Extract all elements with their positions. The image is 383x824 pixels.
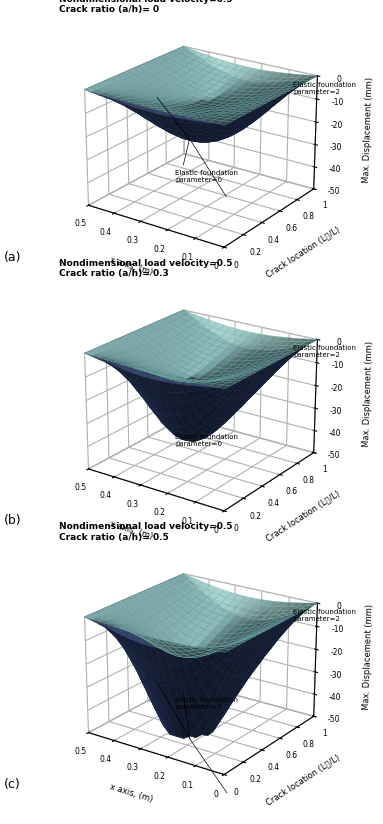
- Y-axis label: Crack location (Lᶀ/L): Crack location (Lᶀ/L): [264, 489, 342, 543]
- Y-axis label: Crack location (Lᶀ/L): Crack location (Lᶀ/L): [264, 752, 342, 807]
- X-axis label: x axis, (m): x axis, (m): [108, 519, 153, 541]
- Text: (a): (a): [4, 250, 21, 264]
- Y-axis label: Crack location (Lᶀ/L): Crack location (Lᶀ/L): [264, 225, 342, 279]
- X-axis label: x axis, (m): x axis, (m): [108, 783, 153, 804]
- Text: (c): (c): [4, 778, 21, 791]
- X-axis label: x axis, (m): x axis, (m): [108, 255, 153, 277]
- Text: (b): (b): [4, 514, 21, 527]
- Text: Nondimensional load velocity=0.5
Crack ratio (a/h)= 0.3: Nondimensional load velocity=0.5 Crack r…: [59, 259, 232, 278]
- Text: Nondimensional load velocity=0.5
Crack ratio (a/h)= 0: Nondimensional load velocity=0.5 Crack r…: [59, 0, 232, 14]
- Text: Nondimensional load velocity=0.5
Crack ratio (a/h)= 0.5: Nondimensional load velocity=0.5 Crack r…: [59, 522, 232, 541]
